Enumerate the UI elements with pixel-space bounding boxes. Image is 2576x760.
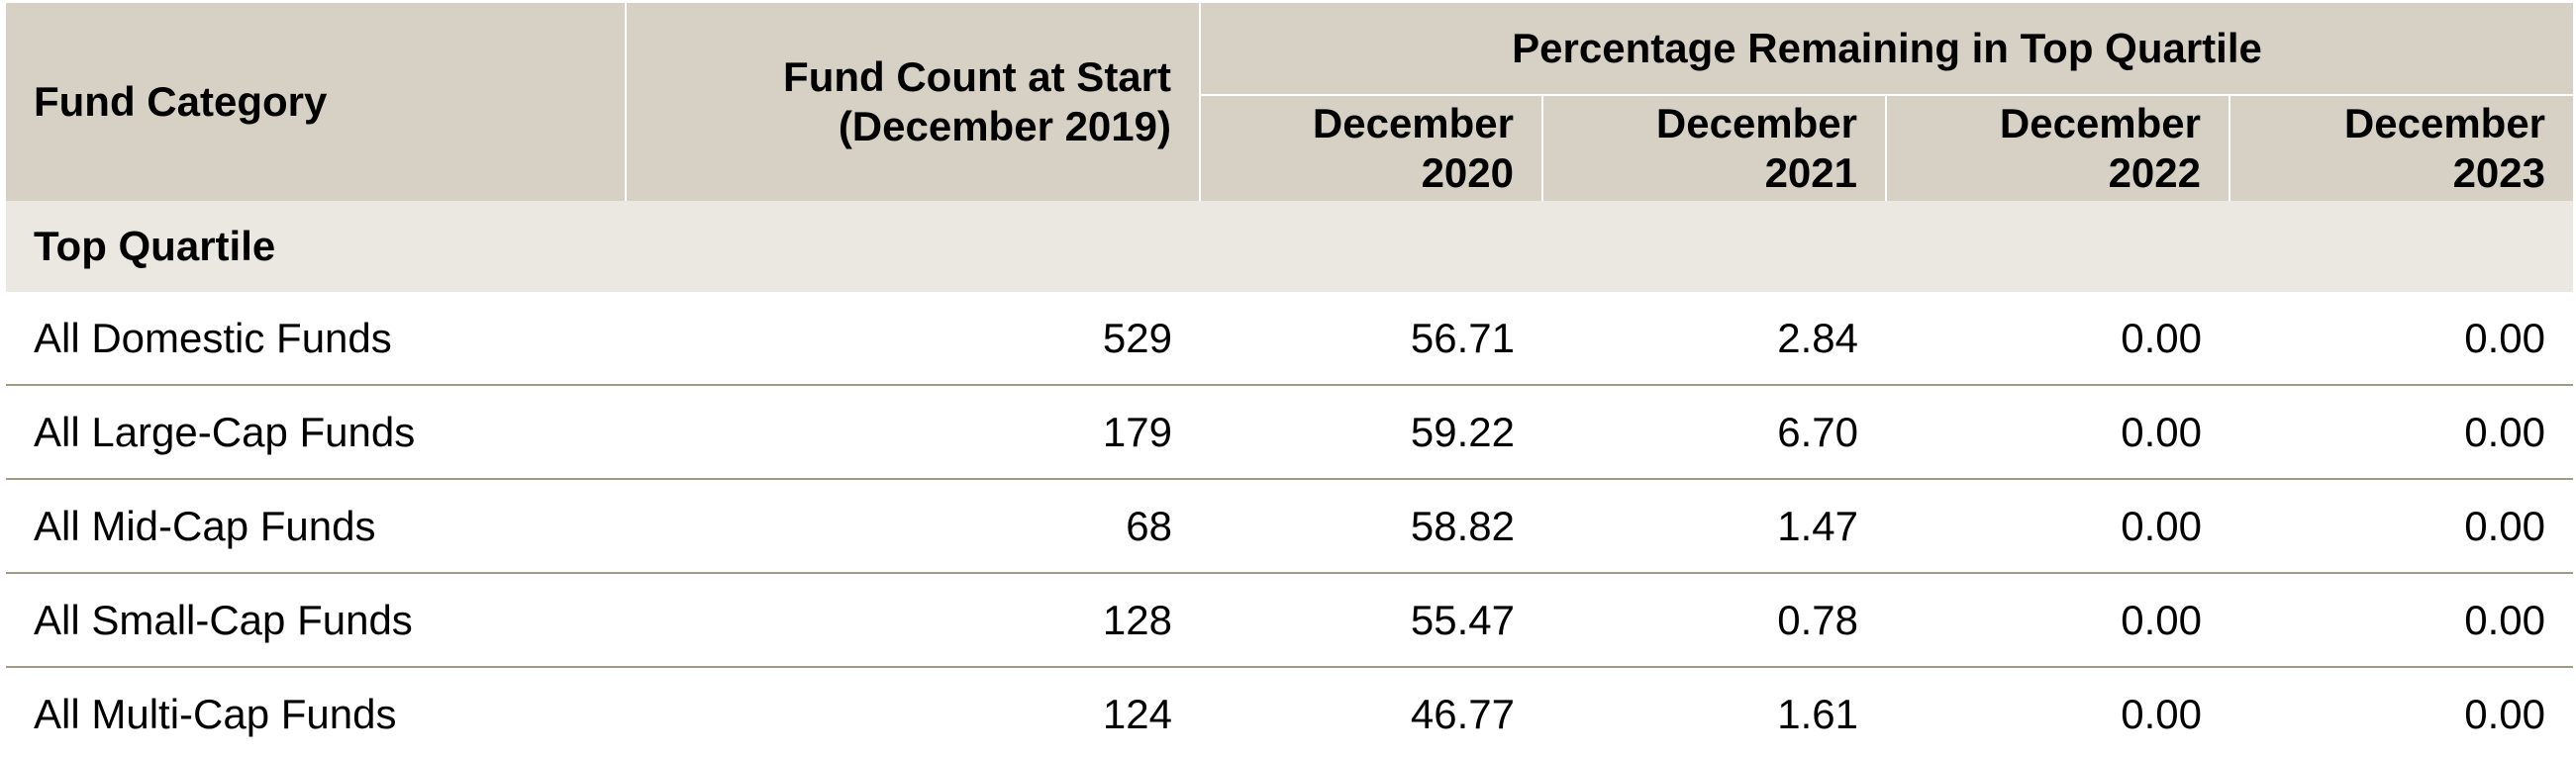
header-year-month: December — [1312, 100, 1514, 146]
pct-2022-cell: 0.00 — [1886, 479, 2229, 574]
fund-count-cell: 68 — [626, 479, 1200, 574]
header-year: December 2023 — [2229, 95, 2574, 201]
fund-count-cell: 128 — [626, 573, 1200, 668]
pct-2023-cell: 0.00 — [2229, 573, 2574, 668]
table-row: All Multi-Cap Funds 124 46.77 1.61 0.00 … — [6, 667, 2573, 760]
section-label: Top Quartile — [6, 201, 2574, 292]
pct-2022-cell: 0.00 — [2121, 690, 2202, 737]
persistence-table-container: Fund Category Fund Count at Start (Decem… — [6, 3, 2574, 760]
pct-2020-cell: 55.47 — [1200, 573, 1542, 668]
fund-count-cell: 124 — [1102, 690, 1172, 737]
header-fund-count-line1: Fund Count at Start — [783, 53, 1171, 100]
persistence-table: Fund Category Fund Count at Start (Decem… — [6, 3, 2574, 760]
pct-2021-cell: 6.70 — [1542, 385, 1886, 480]
fund-count-cell: 529 — [626, 292, 1200, 386]
table-row: All Large-Cap Funds 179 59.22 6.70 0.00 … — [6, 385, 2574, 480]
table-body: Top Quartile All Domestic Funds 529 56.7… — [6, 201, 2574, 760]
pct-2020-cell: 46.77 — [1410, 690, 1515, 737]
header-year: December 2022 — [1886, 95, 2230, 201]
header-percentage-group: Percentage Remaining in Top Quartile — [1200, 3, 2574, 96]
pct-2020-cell: 59.22 — [1200, 385, 1542, 480]
table-row: All Small-Cap Funds 128 55.47 0.78 0.00 … — [6, 573, 2574, 668]
pct-2022-cell: 0.00 — [1886, 292, 2229, 386]
table-row: All Domestic Funds 529 56.71 2.84 0.00 0… — [6, 292, 2574, 386]
header-year-month: December — [1655, 100, 1857, 146]
pct-2022-cell: 0.00 — [1886, 385, 2229, 480]
header-year-value: 2022 — [2108, 149, 2201, 196]
section-row: Top Quartile — [6, 201, 2574, 292]
fund-count-cell: 179 — [626, 385, 1200, 480]
pct-2020-cell: 56.71 — [1200, 292, 1542, 386]
table-header: Fund Category Fund Count at Start (Decem… — [6, 3, 2574, 201]
header-year-month: December — [2343, 100, 2546, 146]
pct-2023-cell: 0.00 — [2229, 479, 2574, 574]
pct-2021-cell: 1.61 — [1777, 690, 1858, 737]
fund-name-cell: All Large-Cap Funds — [6, 385, 626, 480]
header-year-value: 2020 — [1421, 149, 1514, 196]
pct-2023-cell: 0.00 — [2229, 292, 2574, 386]
header-year: December 2020 — [1200, 95, 1543, 201]
pct-2021-cell: 0.78 — [1542, 573, 1886, 668]
fund-name-cell: All Mid-Cap Funds — [6, 479, 626, 574]
header-fund-count-line2: (December 2019) — [838, 103, 1171, 149]
fund-name-cell: All Small-Cap Funds — [6, 573, 626, 668]
header-fund-category: Fund Category — [6, 3, 627, 201]
pct-2023-cell: 0.00 — [2464, 690, 2546, 737]
header-year-value: 2021 — [1764, 149, 1857, 196]
header-year-month: December — [1999, 100, 2201, 146]
header-fund-count: Fund Count at Start (December 2019) — [626, 3, 1201, 201]
pct-2022-cell: 0.00 — [1886, 573, 2229, 668]
fund-name-cell: All Domestic Funds — [6, 292, 626, 386]
pct-2023-cell: 0.00 — [2229, 385, 2574, 480]
pct-2020-cell: 58.82 — [1200, 479, 1542, 574]
header-year: December 2021 — [1542, 95, 1887, 201]
fund-name-cell: All Multi-Cap Funds — [34, 690, 397, 737]
pct-2021-cell: 2.84 — [1542, 292, 1886, 386]
pct-2021-cell: 1.47 — [1542, 479, 1886, 574]
table-row: All Mid-Cap Funds 68 58.82 1.47 0.00 0.0… — [6, 479, 2574, 574]
header-year-value: 2023 — [2452, 149, 2546, 196]
